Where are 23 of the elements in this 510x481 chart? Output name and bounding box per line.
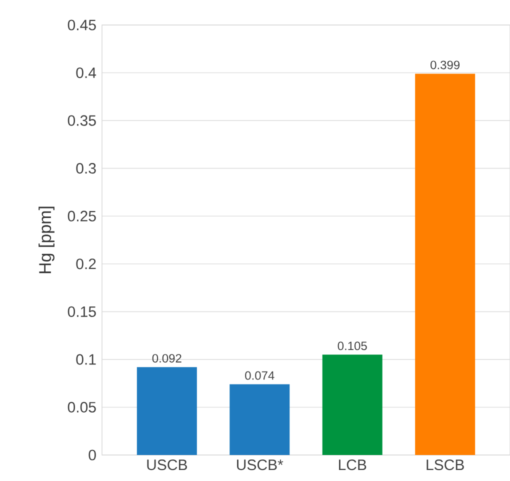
bar — [415, 74, 476, 455]
data-label: 0.074 — [245, 371, 274, 380]
data-label: 0.092 — [152, 354, 182, 363]
bar — [230, 384, 290, 455]
y-tick-label: 0.25 — [68, 210, 96, 222]
y-axis-title: Hg [ppm] — [38, 206, 54, 274]
x-tick-label: USCB — [147, 460, 187, 470]
data-label: 0.399 — [430, 60, 460, 70]
y-tick-label: 0.05 — [68, 402, 96, 413]
x-tick-label: LSCB — [426, 460, 464, 470]
y-tick-label: 0.4 — [76, 67, 96, 78]
y-tick-label: 0.2 — [76, 258, 96, 270]
y-tick-label: 0.15 — [68, 306, 96, 317]
y-tick-label: 0.1 — [76, 354, 96, 365]
data-label: 0.105 — [338, 342, 367, 350]
y-tick-label: 0.35 — [68, 115, 96, 126]
y-tick-label: 0.3 — [76, 163, 96, 174]
x-tick-label: USCB* — [237, 460, 284, 470]
y-tick-label: 0 — [88, 450, 96, 460]
bar — [322, 354, 382, 455]
bar — [136, 367, 197, 455]
x-tick-label: LCB — [339, 460, 366, 470]
y-tick-label: 0.45 — [68, 20, 96, 30]
